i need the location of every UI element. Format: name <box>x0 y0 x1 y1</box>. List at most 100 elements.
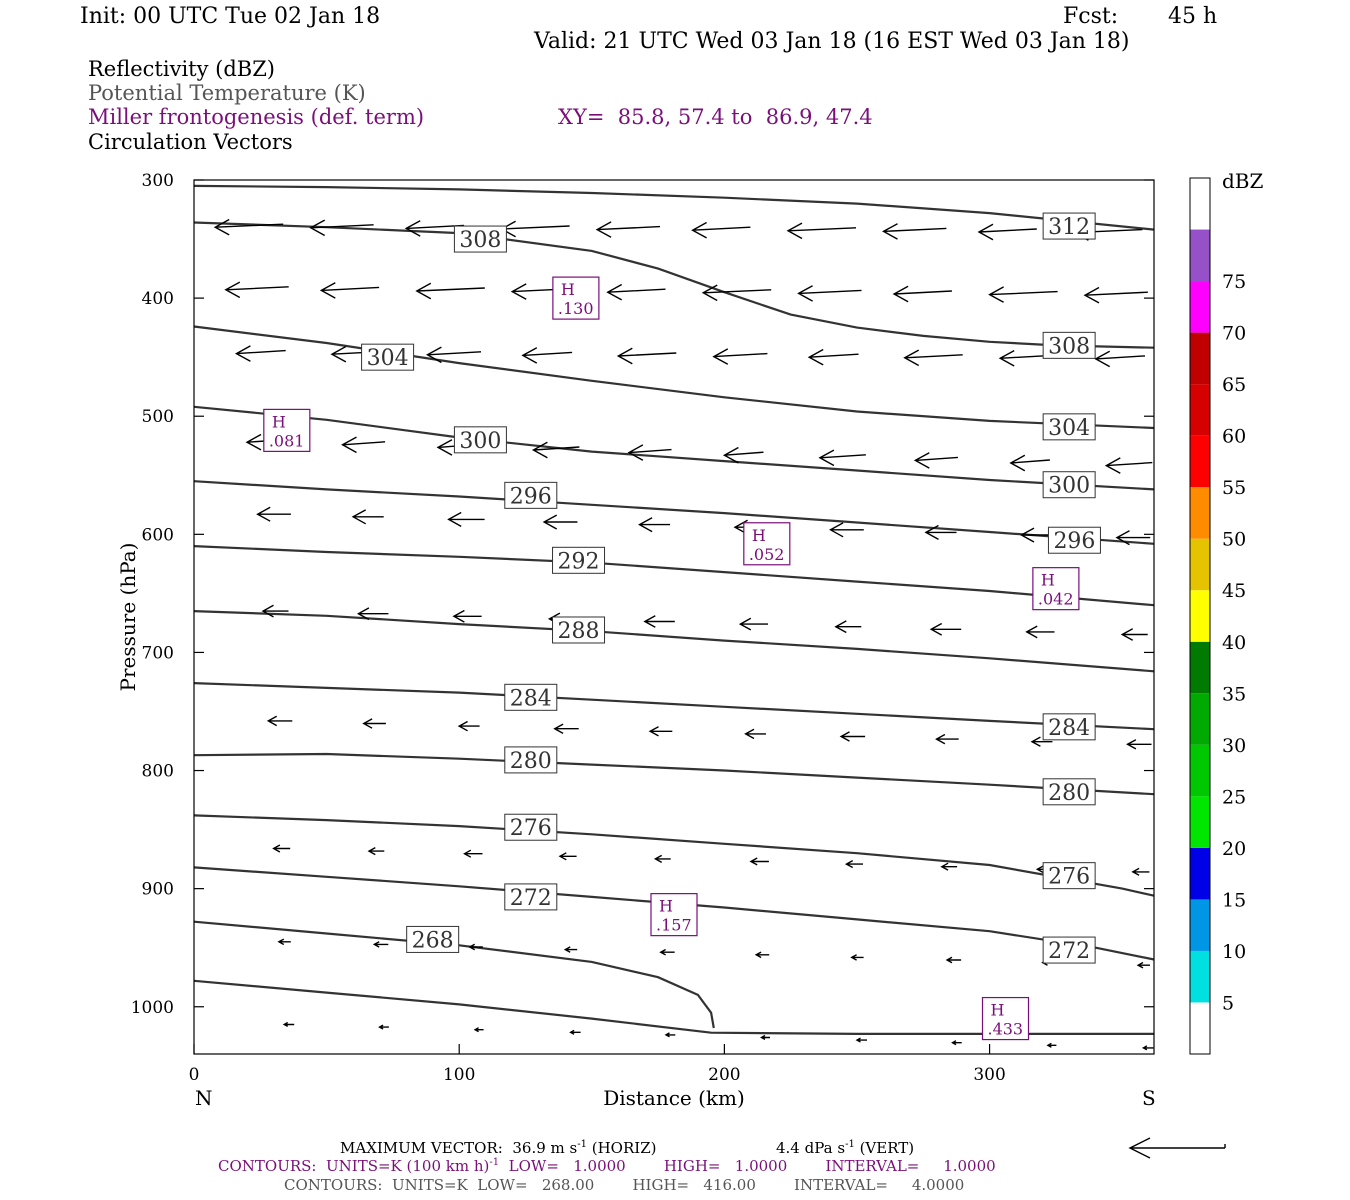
contour-label-272: 272 <box>1042 936 1096 964</box>
circulation-vector <box>924 524 957 541</box>
frontogenesis-max: H.157 <box>650 893 698 937</box>
contour-label-text: 268 <box>412 928 454 953</box>
circulation-vector <box>362 718 386 729</box>
contour-label-box <box>552 546 606 574</box>
circulation-vector <box>653 854 671 864</box>
theta-contour-268 <box>193 920 715 1029</box>
circulation-vector <box>839 731 866 742</box>
frontogenesis-max-box <box>1032 567 1080 611</box>
contour-label-box <box>406 925 460 953</box>
max-vector-exponent: -1 <box>577 1139 587 1150</box>
theta-contour-288 <box>193 610 1155 673</box>
circulation-vector <box>569 1029 581 1035</box>
circulation-vector <box>1046 1042 1057 1048</box>
contour-label-box <box>1042 936 1096 964</box>
frontogenesis-max: H.081 <box>263 408 311 452</box>
contour-label-288: 288 <box>552 616 606 644</box>
circulation-vector <box>818 449 866 467</box>
colorbar-label: 25 <box>1222 786 1246 808</box>
frontogenesis-max-letter: H <box>659 897 673 916</box>
plot-frame <box>193 179 1155 1055</box>
circulation-vector <box>356 607 389 621</box>
circulation-vector <box>595 221 661 238</box>
frontogenesis-max-box <box>650 893 698 937</box>
circulation-vector <box>261 604 289 618</box>
circulation-vector <box>1126 739 1152 750</box>
colorbar-label: 45 <box>1222 580 1246 602</box>
contour-label-box <box>504 883 558 911</box>
circulation-vector <box>701 284 772 302</box>
circulation-vector <box>988 286 1058 303</box>
frontogenesis-max: H.130 <box>552 276 600 320</box>
colorbar-label: 40 <box>1222 632 1246 654</box>
cross-section-endpoints: XY= 85.8, 57.4 to 86.9, 47.4 <box>558 105 873 129</box>
y-tick-label: 700 <box>142 643 174 663</box>
contour-label-box <box>1042 471 1096 499</box>
max-vector-text: MAXIMUM VECTOR: 36.9 m s <box>340 1139 578 1157</box>
circulation-vector <box>786 222 857 240</box>
frontogenesis-max-value: .157 <box>656 916 692 935</box>
circulation-vector <box>1104 457 1153 474</box>
init-time: Init: 00 UTC Tue 02 Jan 18 <box>80 4 381 29</box>
circulation-vector <box>903 349 963 367</box>
colorbar-segment <box>1190 332 1210 385</box>
circulation-vector <box>977 223 1037 241</box>
circulation-vector <box>372 941 389 948</box>
colorbar-label: 65 <box>1222 374 1246 396</box>
circulation-vector <box>659 948 675 956</box>
contour-label-296: 296 <box>504 481 558 509</box>
contour-label-text: 280 <box>1048 781 1090 806</box>
circulation-vector <box>797 285 862 302</box>
colorbar-segment <box>1190 229 1210 282</box>
frontogenesis-max-letter: H <box>561 280 575 299</box>
circulation-vector <box>834 620 862 634</box>
circulation-vector <box>1009 454 1050 472</box>
circulation-vector <box>256 506 291 522</box>
circulation-vector <box>616 347 677 365</box>
theta-contour-292 <box>193 545 1155 607</box>
colorbar-segment <box>1190 178 1210 230</box>
circulation-vector <box>553 723 579 735</box>
circulation-vector <box>1131 867 1150 876</box>
circulation-vector <box>542 514 578 530</box>
contour-label-text: 284 <box>510 686 552 711</box>
circulation-vector <box>457 720 480 732</box>
contour-label-box <box>504 481 558 509</box>
x-tick-label: 300 <box>973 1065 1005 1085</box>
contour-label-312: 312 <box>1042 212 1096 240</box>
contour-label-268: 268 <box>406 925 460 953</box>
contour-label-text: 284 <box>1048 716 1090 741</box>
colorbar-segment <box>1190 281 1210 333</box>
valid-time: Valid: 21 UTC Wed 03 Jan 18 (16 EST Wed … <box>534 29 1130 54</box>
field-circulation-vectors: Circulation Vectors <box>88 130 293 154</box>
circulation-vector <box>213 218 284 236</box>
colorbar-label: 35 <box>1222 683 1246 705</box>
contour-label-text: 300 <box>1048 474 1090 499</box>
contour-label-text: 276 <box>1048 865 1090 890</box>
contour-label-text: 280 <box>510 749 552 774</box>
circulation-vector <box>638 517 671 533</box>
y-axis-label: Pressure (hPa) <box>116 543 140 692</box>
contour-label-text: 308 <box>459 228 501 253</box>
contour-label-box <box>504 746 558 774</box>
frontogenesis-contour-info: CONTOURS: UNITS=K (100 km h)-1 LOW= 1.00… <box>218 1157 996 1175</box>
circulation-vector <box>447 511 485 528</box>
fronto-contours-exponent: -1 <box>489 1157 500 1168</box>
circulation-vector <box>738 617 768 631</box>
frontogenesis-max-letter: H <box>1041 571 1055 590</box>
colorbar-label: 75 <box>1222 271 1246 293</box>
theta-contour-300 <box>193 405 1155 491</box>
forecast-hour: 45 h <box>1168 4 1218 29</box>
theta-contour-284 <box>193 682 1155 731</box>
circulation-vector <box>807 348 859 366</box>
contour-label-box <box>1042 713 1096 741</box>
x-tick-label: 200 <box>708 1065 740 1085</box>
circulation-vector <box>415 282 485 300</box>
contour-label-box <box>453 225 507 253</box>
contour-label-box <box>504 813 558 841</box>
circulation-vector <box>643 615 675 628</box>
frontogenesis-max-letter: H <box>990 1001 1004 1020</box>
contour-label-box <box>504 683 558 711</box>
